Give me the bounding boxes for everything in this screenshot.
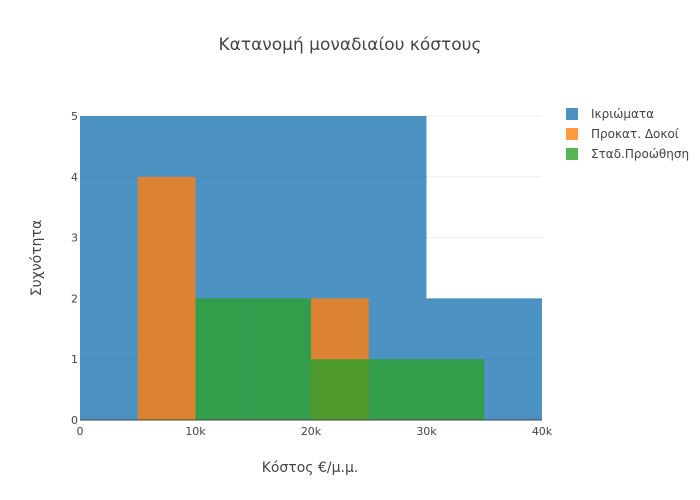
x-tick-label: 30k xyxy=(416,425,437,438)
x-tick-label: 20k xyxy=(301,425,322,438)
x-axis-title: Κόστος €/μ.μ. xyxy=(262,460,359,476)
histogram-bar xyxy=(311,359,369,420)
chart-title: Κατανομή μοναδιαίου κόστους xyxy=(218,35,481,55)
axes: 0 10k 20k 30k 40k 0 1 2 3 4 5 xyxy=(71,110,553,438)
legend-label[interactable]: Ικριώματα xyxy=(591,107,654,121)
histogram-bar xyxy=(137,176,196,420)
histogram-bars xyxy=(80,116,542,420)
y-tick-label: 2 xyxy=(71,292,78,305)
y-tick-label: 1 xyxy=(71,353,78,366)
histogram-bar xyxy=(368,359,485,420)
x-tick-label: 10k xyxy=(185,425,206,438)
legend: Ικριώματα Προκατ. Δοκοί Σταδ.Προώθηση xyxy=(566,107,689,161)
y-axis-title: Συχνότητα xyxy=(29,220,45,296)
y-tick-label: 5 xyxy=(71,110,78,123)
legend-swatch xyxy=(566,128,578,140)
x-tick-label: 40k xyxy=(532,425,553,438)
x-tick-label: 0 xyxy=(77,425,84,438)
y-tick-label: 3 xyxy=(71,232,78,245)
legend-label[interactable]: Προκατ. Δοκοί xyxy=(591,127,679,141)
y-tick-label: 4 xyxy=(71,171,78,184)
legend-swatch xyxy=(566,108,578,120)
legend-label[interactable]: Σταδ.Προώθηση xyxy=(591,147,689,161)
histogram-bar xyxy=(253,298,311,420)
histogram-bar xyxy=(195,298,254,420)
legend-swatch xyxy=(566,148,578,160)
y-tick-label: 0 xyxy=(71,414,78,427)
